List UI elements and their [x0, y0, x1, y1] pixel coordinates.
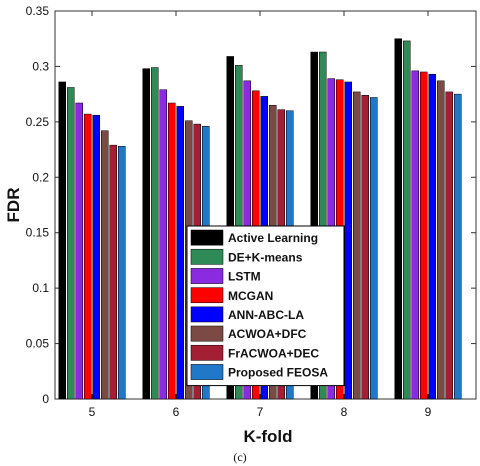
bar [109, 144, 117, 400]
legend-swatch [190, 344, 224, 361]
y-tick-label: 0.15 [26, 226, 50, 240]
bar [118, 145, 126, 400]
legend-label: ACWOA+DFC [228, 327, 307, 341]
bar [176, 106, 184, 400]
caption: (c) [233, 450, 246, 464]
bar [403, 40, 411, 400]
bar [168, 102, 176, 400]
legend-label: DE+K-means [228, 250, 303, 264]
bar [101, 130, 109, 400]
x-axis: 5 6 7 8 9 [89, 11, 432, 419]
legend: Active Learning DE+K-means LSTM MCGAN ANN-AB… [186, 225, 345, 387]
legend-swatch [190, 306, 224, 323]
y-axis-title: FDR [4, 188, 23, 223]
legend-label: Proposed FEOSA [228, 366, 328, 380]
y-tick-label: 0.35 [26, 4, 50, 18]
legend-label: MCGAN [228, 289, 273, 303]
x-tick-label: 5 [89, 405, 96, 419]
bar [142, 68, 150, 400]
bar [370, 97, 378, 400]
legend-label: Active Learning [228, 231, 318, 245]
bar [437, 80, 445, 400]
bar [67, 87, 75, 400]
x-tick-label: 6 [173, 405, 180, 419]
legend-swatch [190, 325, 224, 342]
bar [428, 73, 436, 400]
y-tick-label: 0.3 [32, 59, 49, 73]
legend-label: LSTM [228, 270, 261, 284]
bar [84, 113, 92, 400]
bar [445, 91, 453, 400]
y-tick-label: 0.05 [26, 337, 50, 351]
bar [344, 81, 352, 400]
bar [454, 93, 462, 400]
legend-swatch [190, 364, 224, 380]
bar [394, 38, 402, 400]
y-tick-label: 0.25 [26, 115, 50, 129]
bar [420, 71, 428, 400]
y-axis: 0 0.05 0.1 0.15 0.2 0.25 0.3 0.35 [26, 4, 476, 406]
legend-swatch [190, 248, 224, 265]
bar [159, 89, 167, 400]
x-axis-title: K-fold [243, 427, 292, 446]
bar [411, 70, 419, 400]
legend-label: ANN-ABC-LA [228, 308, 304, 322]
y-tick-label: 0 [42, 392, 49, 406]
bar [361, 95, 369, 400]
y-tick-label: 0.1 [32, 281, 49, 295]
legend-swatch [190, 287, 224, 304]
legend-swatch [190, 229, 224, 246]
x-tick-label: 8 [341, 405, 348, 419]
x-tick-label: 9 [425, 405, 432, 419]
legend-label: FrACWOA+DEC [228, 346, 319, 360]
bar [92, 114, 100, 400]
bar [75, 102, 83, 400]
legend-swatch [190, 268, 224, 284]
x-tick-label: 7 [257, 405, 264, 419]
bar [58, 81, 66, 400]
y-tick-label: 0.2 [32, 170, 49, 184]
bar [151, 67, 159, 400]
bar [353, 91, 361, 400]
